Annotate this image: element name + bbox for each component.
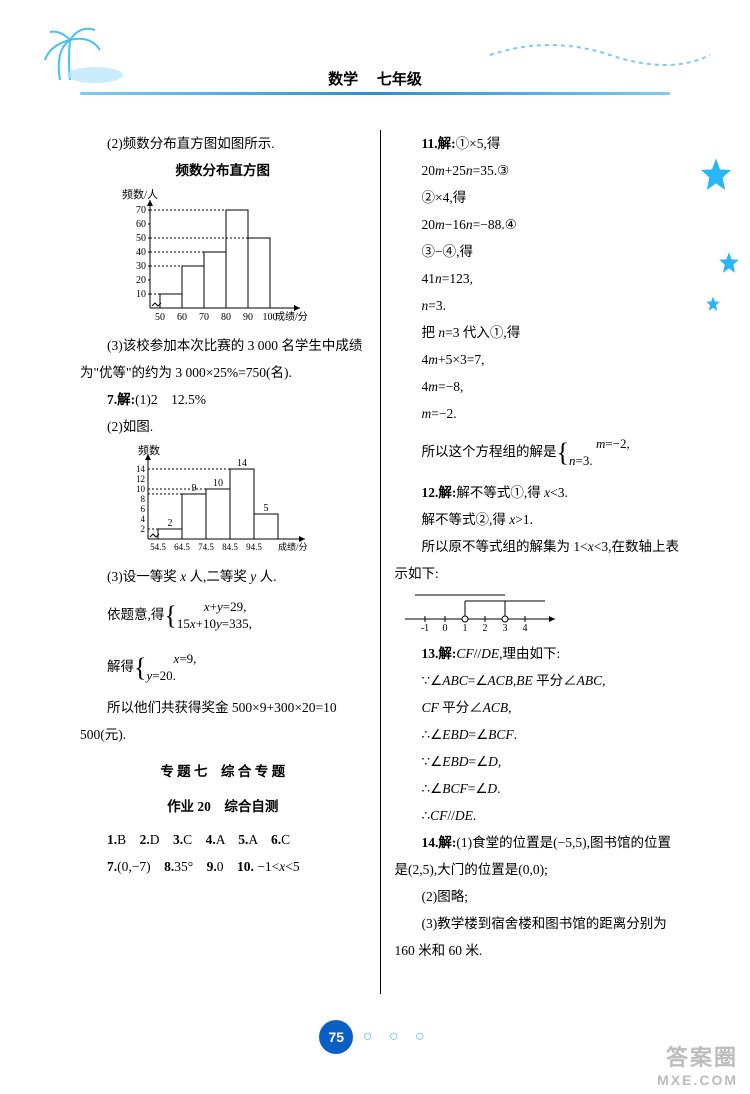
l11-4: ③−④,得 [395, 238, 681, 265]
svg-text:0: 0 [442, 623, 447, 634]
q7-line1: 7.解:(1)2 12.5% [80, 386, 366, 413]
header-subject: 数学 [328, 72, 358, 88]
svg-text:频数: 频数 [138, 444, 160, 457]
q3b: (3)设一等奖 x 人,二等奖 y 人. [80, 563, 366, 590]
l13-6: ∴CF//DE. [395, 802, 681, 829]
svg-text:70: 70 [199, 312, 209, 323]
svg-text:84.5: 84.5 [222, 542, 238, 552]
l12-0: 12.解:解不等式①,得 x<3. [395, 479, 681, 506]
header-underline [80, 92, 670, 95]
ans-row2: 7.(0,−7) 8.35° 9.0 10. −1<x<5 [80, 853, 366, 880]
l13-2: CF 平分∠ACB, [395, 694, 681, 721]
svg-text:10: 10 [136, 484, 146, 494]
svg-text:1: 1 [462, 623, 467, 634]
prize: 所以他们共获得奖金 500×9+300×20=10 500(元). [80, 694, 366, 748]
svg-text:2: 2 [168, 518, 173, 529]
eq2: 解得{ x=9,y=20. [80, 642, 366, 694]
svg-text:10: 10 [213, 478, 223, 489]
q2-intro: (2)频数分布直方图如图所示. [80, 130, 366, 157]
page-dots-icon: ○ ○ ○ [363, 1028, 431, 1045]
left-column: (2)频数分布直方图如图所示. 频数分布直方图 频数/人 10 20 30 40 [80, 130, 380, 994]
l11-0: 11.解:①×5,得 [395, 130, 681, 157]
svg-text:14: 14 [237, 458, 247, 469]
svg-text:4: 4 [141, 514, 146, 524]
q7-line2: (2)如图. [80, 413, 366, 440]
content-columns: (2)频数分布直方图如图所示. 频数分布直方图 频数/人 10 20 30 40 [80, 130, 680, 994]
l13-1: ∵∠ABC=∠ACB,BE 平分∠ABC, [395, 667, 681, 694]
right-column: 11.解:①×5,得 20m+25n=35.③ ②×4,得 20m−16n=−8… [380, 130, 681, 994]
star-icon [704, 295, 722, 313]
svg-text:10: 10 [136, 289, 146, 300]
l13-4: ∵∠EBD=∠D, [395, 748, 681, 775]
q3: (3)该校参加本次比赛的 3 000 名学生中成绩为"优等"的约为 3 000×… [80, 332, 366, 386]
watermark-line1: 答案圈 [657, 1040, 738, 1072]
svg-text:成绩/分: 成绩/分 [278, 541, 308, 552]
l11-10: m=−2. [395, 400, 681, 427]
svg-text:成绩/分: 成绩/分 [275, 310, 308, 323]
watermark-line2: MXE.COM [657, 1072, 738, 1088]
svg-text:30: 30 [136, 261, 146, 272]
watermark: 答案圈 MXE.COM [657, 1040, 738, 1088]
star-icon [696, 155, 736, 195]
svg-text:5: 5 [264, 503, 269, 514]
l11-1: 20m+25n=35.③ [395, 157, 681, 184]
svg-text:-1: -1 [420, 623, 428, 634]
svg-text:80: 80 [221, 312, 231, 323]
l11-res-lead: 所以这个方程组的解是 [422, 444, 557, 459]
l13-5: ∴∠BCF=∠D. [395, 775, 681, 802]
eq2-lead: 解得 [107, 659, 134, 674]
l11-8: 4m+5×3=7, [395, 346, 681, 373]
l11-9: 4m=−8, [395, 373, 681, 400]
l14-1: (2)图略; [395, 883, 681, 910]
svg-text:12: 12 [136, 474, 145, 484]
l11-7: 把 n=3 代入①,得 [395, 319, 681, 346]
svg-text:74.5: 74.5 [198, 542, 214, 552]
svg-text:3: 3 [502, 623, 507, 634]
svg-text:6: 6 [141, 504, 146, 514]
page-number-wrap: 75 ○ ○ ○ [0, 1020, 750, 1054]
l12-1: 解不等式②,得 x>1. [395, 506, 681, 533]
page-header: 数学 七年级 [0, 0, 750, 89]
svg-text:60: 60 [177, 312, 187, 323]
l12-2: 所以原不等式组的解集为 1<x<3,在数轴上表示如下: [395, 533, 681, 587]
page-number: 75 [319, 1020, 353, 1054]
svg-text:70: 70 [136, 205, 146, 216]
l14-0: 14.解:(1)食堂的位置是(−5,5),图书馆的位置是(2,5),大门的位置是… [395, 829, 681, 883]
svg-text:8: 8 [141, 494, 146, 504]
l11-res: 所以这个方程组的解是{ m=−2,n=3. [395, 427, 681, 479]
svg-text:94.5: 94.5 [246, 542, 262, 552]
l11-2: ②×4,得 [395, 184, 681, 211]
eq1-lead: 依题意,得 [107, 607, 164, 622]
hw20: 作业 20 综合自测 [80, 793, 366, 820]
l13-3: ∴∠EBD=∠BCF. [395, 721, 681, 748]
l14-2: (3)教学楼到宿舍楼和图书馆的距离分别为160 米和 60 米. [395, 910, 681, 964]
svg-text:50: 50 [155, 312, 165, 323]
page-root: 数学 七年级 (2)频数分布直方图如图所示. 频数分布直方图 频数/人 [0, 0, 750, 1094]
chart1: 频数/人 10 20 30 40 50 60 70 [120, 188, 366, 328]
svg-text:2: 2 [482, 623, 487, 634]
eq1: 依题意,得{ x+y=29,15x+10y=335, [80, 590, 366, 642]
l11-5: 41n=123, [395, 265, 681, 292]
l11-3: 20m−16n=−88.④ [395, 211, 681, 238]
svg-text:20: 20 [136, 275, 146, 286]
svg-text:2: 2 [141, 524, 146, 534]
l11-6: n=3. [395, 292, 681, 319]
chart1-title: 频数分布直方图 [80, 157, 366, 184]
svg-text:90: 90 [243, 312, 253, 323]
svg-text:50: 50 [136, 233, 146, 244]
svg-text:4: 4 [522, 623, 527, 634]
svg-text:60: 60 [136, 219, 146, 230]
ans-row1: 1.B 2.D 3.C 4.A 5.A 6.C [80, 826, 366, 853]
svg-text:54.5: 54.5 [150, 542, 166, 552]
l13-0: 13.解:CF//DE,理由如下: [395, 640, 681, 667]
star-icon [716, 250, 742, 276]
svg-text:频数/人: 频数/人 [122, 188, 158, 201]
topic7: 专 题 七 综 合 专 题 [80, 758, 366, 785]
header-grade: 七年级 [377, 72, 422, 88]
svg-text:14: 14 [136, 464, 146, 474]
svg-text:40: 40 [136, 247, 146, 258]
number-line: -1 0 1 2 3 4 [395, 589, 681, 634]
chart2: 频数 2 4 6 8 10 12 14 [120, 444, 366, 559]
svg-text:64.5: 64.5 [174, 542, 190, 552]
